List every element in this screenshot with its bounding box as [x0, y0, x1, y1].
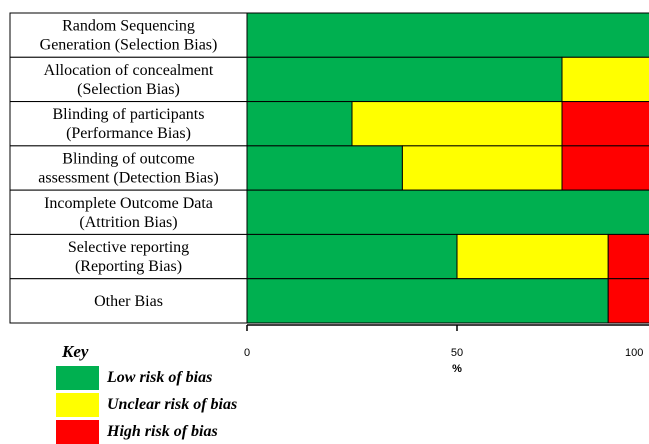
- category-label: Random Sequencing: [62, 18, 195, 35]
- category-cell: [9, 12, 248, 58]
- key-label-high: High risk of bias: [107, 423, 218, 440]
- category-label: (Reporting Bias): [75, 258, 182, 275]
- key-item-low: Low risk of bias: [56, 366, 212, 390]
- key-title: Key: [62, 342, 89, 361]
- category-label: (Attrition Bias): [79, 214, 177, 231]
- category-label: Blinding of participants: [53, 106, 205, 123]
- key-item-high: High risk of bias: [56, 420, 218, 444]
- x-tick-label: 0: [244, 347, 250, 359]
- x-tick-label: 50: [451, 347, 463, 359]
- bar-segment: [456, 233, 609, 280]
- category-label: (Performance Bias): [66, 125, 191, 142]
- category-cell: [9, 145, 248, 191]
- x-tick-label: 100: [625, 347, 643, 359]
- key-item-unclear: Unclear risk of bias: [56, 393, 237, 417]
- key-label-unclear: Unclear risk of bias: [107, 396, 238, 413]
- bar-segment: [351, 101, 563, 147]
- category-label: Generation (Selection Bias): [40, 37, 218, 54]
- key-label-low: Low risk of bias: [107, 369, 213, 386]
- key-swatch-unclear: [56, 393, 99, 417]
- bar-segment: [246, 189, 649, 235]
- category-label: assessment (Detection Bias): [38, 170, 218, 187]
- category-label: Blinding of outcome: [62, 151, 194, 168]
- bar-segment: [246, 145, 403, 191]
- category-cell: [9, 101, 248, 147]
- bar-segment: [246, 12, 649, 58]
- category-label: Incomplete Outcome Data: [44, 195, 213, 212]
- category-cell: [9, 56, 248, 103]
- bar-segment: [246, 233, 458, 280]
- category-label: (Selection Bias): [77, 81, 180, 98]
- x-axis-label: %: [452, 363, 462, 375]
- bar-segment: [246, 278, 609, 324]
- bar-segment: [607, 233, 649, 280]
- category-label: Other Bias: [94, 293, 163, 310]
- bar-segment: [561, 145, 649, 191]
- key-swatch-high: [56, 420, 99, 444]
- category-label: Allocation of concealment: [44, 62, 214, 79]
- bar-segment: [401, 145, 563, 191]
- key-swatch-low: [56, 366, 99, 390]
- bar-segment: [561, 101, 649, 147]
- category-label: Selective reporting: [68, 239, 189, 256]
- category-cell: [9, 278, 248, 324]
- bar-segment: [607, 278, 649, 324]
- bar-segment: [561, 56, 649, 103]
- bar-segment: [246, 101, 353, 147]
- bar-segment: [246, 56, 563, 103]
